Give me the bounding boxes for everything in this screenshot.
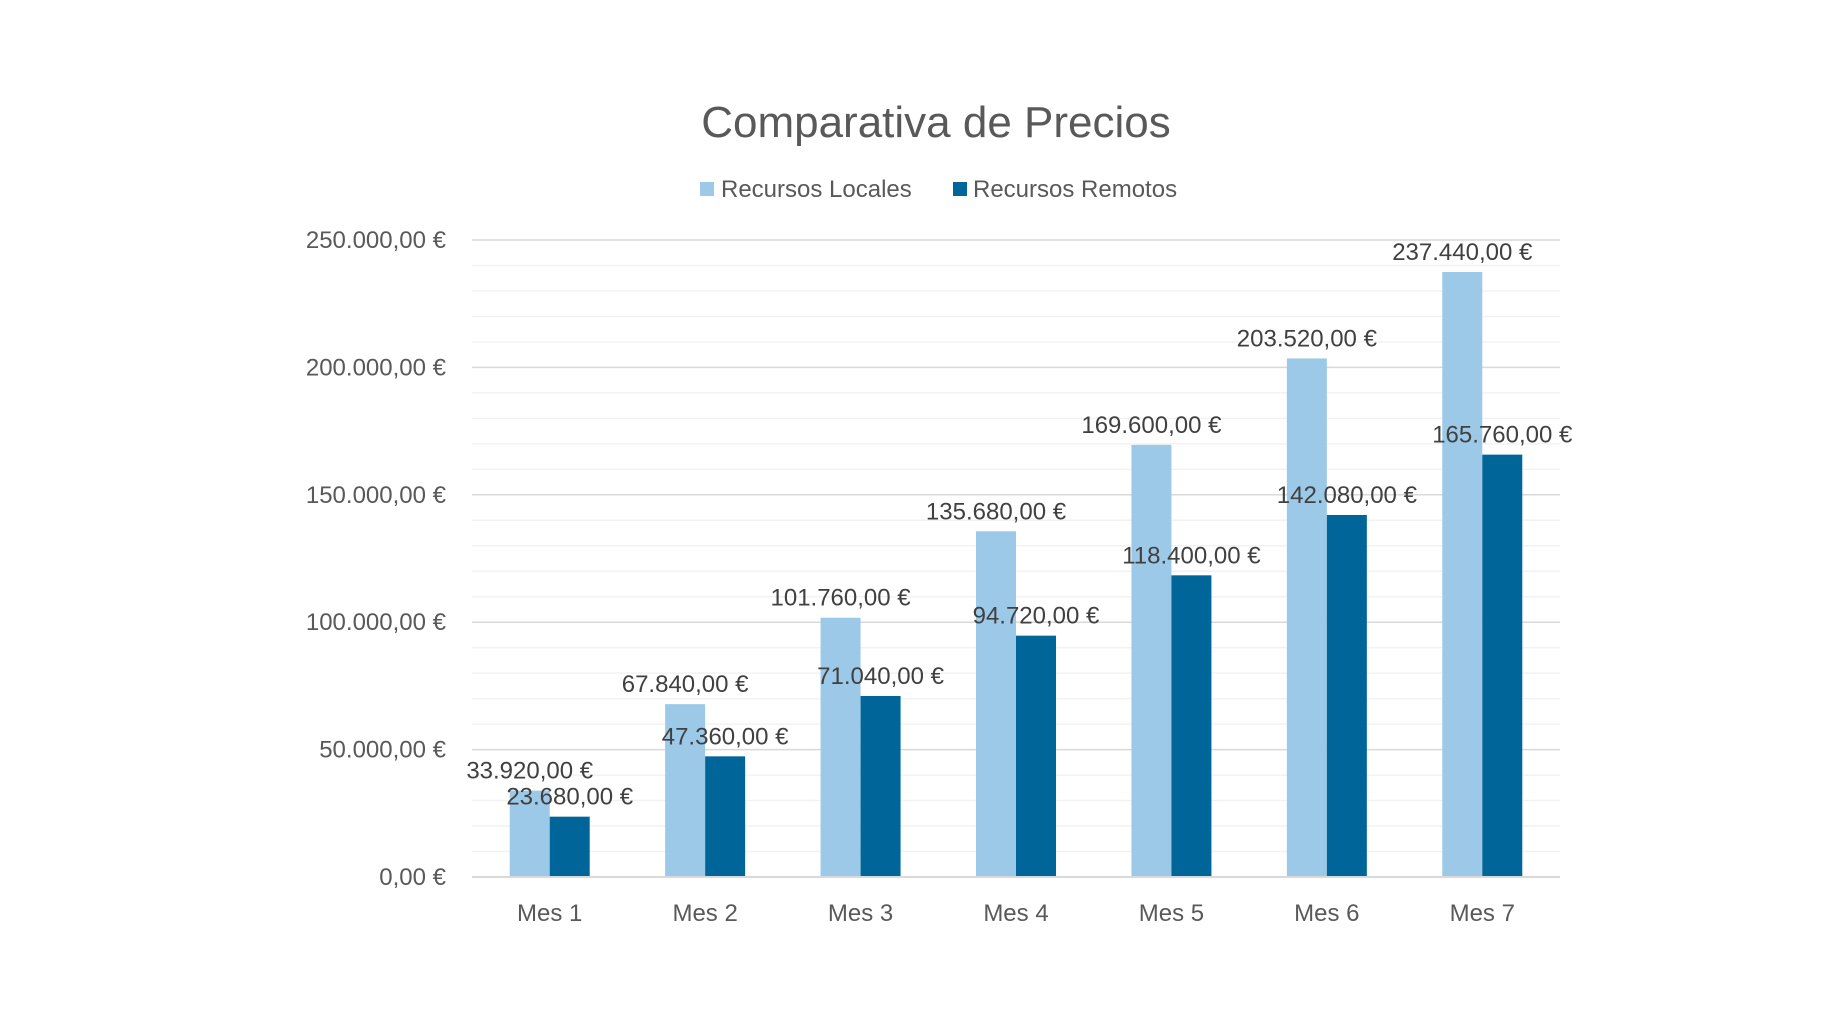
x-axis-tick-labels: Mes 1 Mes 2 Mes 3 Mes 4 Mes 5 Mes 6 Mes 7: [517, 900, 1515, 927]
data-label-recursos-locales: 203.520,00 €: [1237, 325, 1378, 352]
bar-recursos-locales: [976, 531, 1016, 877]
y-tick-label: 100.000,00 €: [306, 609, 447, 636]
y-tick-label: 150.000,00 €: [306, 482, 447, 509]
legend: Recursos Locales Recursos Remotos: [700, 176, 1177, 203]
legend-swatch-recursos-remotos: [953, 182, 967, 196]
data-label-recursos-locales: 67.840,00 €: [622, 671, 749, 698]
bar-recursos-remotos: [1482, 454, 1523, 877]
legend-swatch-recursos-locales: [700, 182, 714, 196]
bar-recursos-locales: [1442, 272, 1483, 877]
data-label-recursos-locales: 135.680,00 €: [926, 498, 1067, 525]
data-label-recursos-remotos: 71.040,00 €: [817, 663, 944, 690]
chart-title: Comparativa de Precios: [701, 98, 1171, 147]
bar-recursos-locales: [665, 704, 706, 877]
x-tick-label: Mes 4: [983, 900, 1048, 927]
data-label-recursos-remotos: 94.720,00 €: [973, 603, 1100, 630]
data-labels: 33.920,00 €23.680,00 € 67.840,00 € 47.360,…: [466, 239, 1573, 811]
y-axis-tick-labels: 0,00 € 50.000,00 € 100.000,00 € 150.000,00 …: [306, 227, 447, 891]
legend-label-recursos-remotos: Recursos Remotos: [973, 176, 1177, 203]
bar-recursos-locales: [1286, 358, 1327, 877]
x-tick-label: Mes 5: [1139, 900, 1204, 927]
data-label-recursos-remotos: 142.080,00 €: [1277, 482, 1418, 509]
x-tick-label: Mes 6: [1294, 900, 1359, 927]
bar-recursos-locales: [509, 790, 550, 877]
data-label-recursos-remotos: 165.760,00 €: [1432, 422, 1573, 449]
bar-recursos-remotos: [1171, 575, 1212, 877]
gridlines: [472, 239, 1560, 853]
bar-recursos-remotos: [860, 695, 901, 877]
data-label-recursos-locales: 101.760,00 €: [771, 585, 912, 612]
data-label-recursos-locales: 33.920,00 €: [466, 758, 593, 785]
data-label-recursos-remotos: 23.680,00 €: [506, 784, 633, 811]
y-tick-label: 250.000,00 €: [306, 227, 447, 254]
data-label-recursos-remotos: 118.400,00 €: [1122, 542, 1261, 569]
y-tick-label: 0,00 €: [379, 864, 446, 891]
bar-recursos-remotos: [549, 816, 590, 877]
x-tick-label: Mes 3: [828, 900, 893, 927]
x-tick-label: Mes 1: [517, 900, 582, 927]
data-label-recursos-remotos: 47.360,00 €: [662, 723, 789, 750]
bar-recursos-remotos: [705, 756, 746, 877]
bars: [509, 272, 1523, 877]
bar-recursos-remotos: [1326, 514, 1367, 877]
x-tick-label: Mes 7: [1450, 900, 1515, 927]
bar-recursos-remotos: [1016, 635, 1056, 877]
bar-recursos-locales: [1131, 444, 1172, 877]
data-label-recursos-locales: 169.600,00 €: [1081, 412, 1222, 439]
data-label-recursos-locales: 237.440,00 €: [1392, 239, 1533, 266]
bar-recursos-locales: [820, 617, 861, 877]
legend-label-recursos-locales: Recursos Locales: [721, 176, 912, 203]
x-tick-label: Mes 2: [672, 900, 737, 927]
y-tick-label: 200.000,00 €: [306, 354, 447, 381]
y-tick-label: 50.000,00 €: [319, 737, 446, 764]
